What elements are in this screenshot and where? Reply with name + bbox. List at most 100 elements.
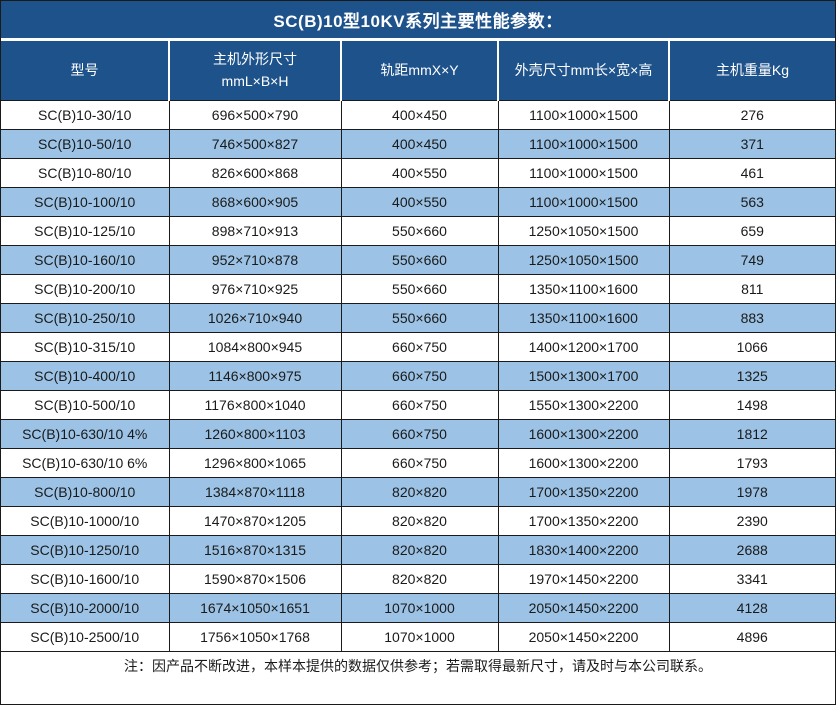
table-cell: SC(B)10-250/10 (1, 302, 170, 333)
table-cell: 1084×800×945 (168, 331, 342, 362)
table-cell: SC(B)10-125/10 (1, 215, 170, 246)
table-row: SC(B)10-1250/10 1516×870×1315 820×820 1830×… (1, 534, 835, 565)
table-row: SC(B)10-630/10 4% 1260×800×1103 660×750 160… (1, 418, 835, 449)
table-cell: 868×600×905 (168, 186, 342, 217)
table-cell: 746×500×827 (168, 128, 342, 159)
table-cell: SC(B)10-2000/10 (1, 592, 170, 623)
table-row: SC(B)10-1000/10 1470×870×1205 820×820 1700×… (1, 505, 835, 536)
table-cell: SC(B)10-80/10 (1, 157, 170, 188)
table-cell: SC(B)10-1600/10 (1, 563, 170, 594)
table-cell: 1146×800×975 (168, 360, 342, 391)
table-cell: SC(B)10-2500/10 (1, 621, 170, 652)
table-cell: 1500×1300×1700 (497, 360, 670, 391)
table-row: SC(B)10-1600/10 1590×870×1506 820×820 1970×… (1, 563, 835, 594)
table-cell: 660×750 (340, 447, 499, 478)
table-cell: 749 (668, 244, 835, 275)
table-cell: 820×820 (340, 534, 499, 565)
table-cell: 371 (668, 128, 835, 159)
table-cell: 820×820 (340, 505, 499, 536)
column-header-3: 轨距mmX×Y (340, 41, 498, 101)
table-cell: SC(B)10-800/10 (1, 476, 170, 507)
table-cell: 2050×1450×2200 (497, 621, 670, 652)
table-row: SC(B)10-2500/10 1756×1050×1768 1070×1000 20… (1, 621, 835, 652)
table-cell: 898×710×913 (168, 215, 342, 246)
table-cell: 1550×1300×2200 (497, 389, 670, 420)
table-row: SC(B)10-800/10 1384×870×1118 820×820 1700×1… (1, 476, 835, 507)
table-row: SC(B)10-400/10 1146×800×975 660×750 1500×13… (1, 360, 835, 391)
table-cell: 1070×1000 (340, 592, 499, 623)
table-row: SC(B)10-100/10 868×600×905 400×550 1100×100… (1, 186, 835, 217)
table-cell: 1830×1400×2200 (497, 534, 670, 565)
table-cell: 1600×1300×2200 (497, 418, 670, 449)
table-cell: 2390 (668, 505, 835, 536)
table-cell: 4896 (668, 621, 835, 652)
table-cell: 1100×1000×1500 (497, 99, 670, 130)
table-cell: 1250×1050×1500 (497, 244, 670, 275)
table-cell: 820×820 (340, 476, 499, 507)
table-row: SC(B)10-160/10 952×710×878 550×660 1250×105… (1, 244, 835, 275)
table-cell: 660×750 (340, 360, 499, 391)
table-cell: 1400×1200×1700 (497, 331, 670, 362)
column-header-4: 外壳尺寸mm长×宽×高 (497, 41, 669, 101)
table-cell: 3341 (668, 563, 835, 594)
table-cell: 400×450 (340, 99, 499, 130)
table-cell: SC(B)10-160/10 (1, 244, 170, 275)
table-cell: 1978 (668, 476, 835, 507)
table-cell: 2050×1450×2200 (497, 592, 670, 623)
table-cell: 1600×1300×2200 (497, 447, 670, 478)
table-row: SC(B)10-200/10 976×710×925 550×660 1350×110… (1, 273, 835, 304)
table-cell: 1350×1100×1600 (497, 302, 670, 333)
table-cell: 1674×1050×1651 (168, 592, 342, 623)
table-cell: 1070×1000 (340, 621, 499, 652)
table-row: SC(B)10-250/10 1026×710×940 550×660 1350×11… (1, 302, 835, 333)
footnote: 注：因产品不断改进，本样本提供的数据仅供参考；若需取得最新尺寸，请及时与本公司联… (1, 651, 835, 680)
table-cell: 660×750 (340, 389, 499, 420)
table-row: SC(B)10-30/10 696×500×790 400×450 1100×1000… (1, 99, 835, 130)
table-cell: 820×820 (340, 563, 499, 594)
table-cell: SC(B)10-630/10 6% (1, 447, 170, 478)
table-cell: 1384×870×1118 (168, 476, 342, 507)
table-cell: 1176×800×1040 (168, 389, 342, 420)
column-header-2: 主机外形尺寸 mmL×B×H (168, 41, 341, 101)
table-cell: SC(B)10-500/10 (1, 389, 170, 420)
table-cell: SC(B)10-100/10 (1, 186, 170, 217)
table-cell: 1350×1100×1600 (497, 273, 670, 304)
table-cell: 550×660 (340, 302, 499, 333)
table-cell: 550×660 (340, 244, 499, 275)
table-cell: 550×660 (340, 215, 499, 246)
table-cell: 461 (668, 157, 835, 188)
table-cell: SC(B)10-400/10 (1, 360, 170, 391)
table-cell: SC(B)10-30/10 (1, 99, 170, 130)
table-cell: 550×660 (340, 273, 499, 304)
table-head-row: 型号 主机外形尺寸 mmL×B×H 轨距mmX×Y 外壳尺寸mm长×宽×高 主机重量Kg (1, 41, 835, 101)
table-cell: 1100×1000×1500 (497, 128, 670, 159)
table-cell: 1756×1050×1768 (168, 621, 342, 652)
table-cell: 563 (668, 186, 835, 217)
table-cell: 1100×1000×1500 (497, 186, 670, 217)
table-cell: 276 (668, 99, 835, 130)
table-body: SC(B)10-30/10 696×500×790 400×450 1100×1000… (1, 99, 835, 652)
table-cell: SC(B)10-315/10 (1, 331, 170, 362)
spec-table: 型号 主机外形尺寸 mmL×B×H 轨距mmX×Y 外壳尺寸mm长×宽×高 主机重量Kg… (1, 41, 835, 652)
table-cell: 1516×870×1315 (168, 534, 342, 565)
table-cell: 811 (668, 273, 835, 304)
table-cell: 1793 (668, 447, 835, 478)
table-cell: 1296×800×1065 (168, 447, 342, 478)
table-cell: SC(B)10-50/10 (1, 128, 170, 159)
page-title: SC(B)10型10KV系列主要性能参数： (1, 1, 835, 41)
table-cell: SC(B)10-630/10 4% (1, 418, 170, 449)
table-cell: SC(B)10-1000/10 (1, 505, 170, 536)
table-row: SC(B)10-50/10 746×500×827 400×450 1100×1000… (1, 128, 835, 159)
table-cell: 1260×800×1103 (168, 418, 342, 449)
table-cell: 2688 (668, 534, 835, 565)
table-cell: 1325 (668, 360, 835, 391)
table-row: SC(B)10-80/10 826×600×868 400×550 1100×1000… (1, 157, 835, 188)
table-cell: 1498 (668, 389, 835, 420)
table-cell: 883 (668, 302, 835, 333)
table-row: SC(B)10-630/10 6% 1296×800×1065 660×750 160… (1, 447, 835, 478)
table-cell: 1100×1000×1500 (497, 157, 670, 188)
table-cell: 1700×1350×2200 (497, 505, 670, 536)
table-cell: 1700×1350×2200 (497, 476, 670, 507)
table-row: SC(B)10-500/10 1176×800×1040 660×750 1550×1… (1, 389, 835, 420)
